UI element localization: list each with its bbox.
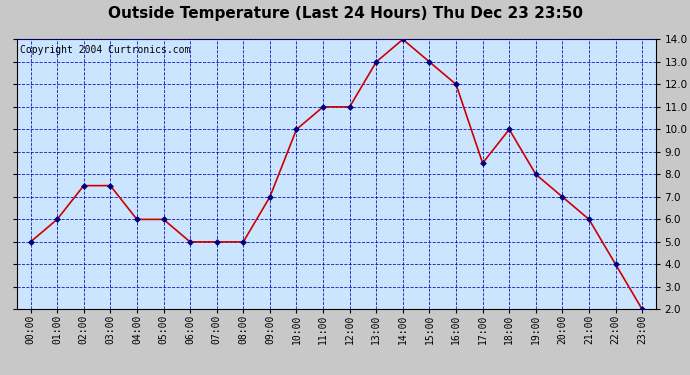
Text: Outside Temperature (Last 24 Hours) Thu Dec 23 23:50: Outside Temperature (Last 24 Hours) Thu …: [108, 6, 582, 21]
Text: Copyright 2004 Curtronics.com: Copyright 2004 Curtronics.com: [21, 45, 191, 55]
